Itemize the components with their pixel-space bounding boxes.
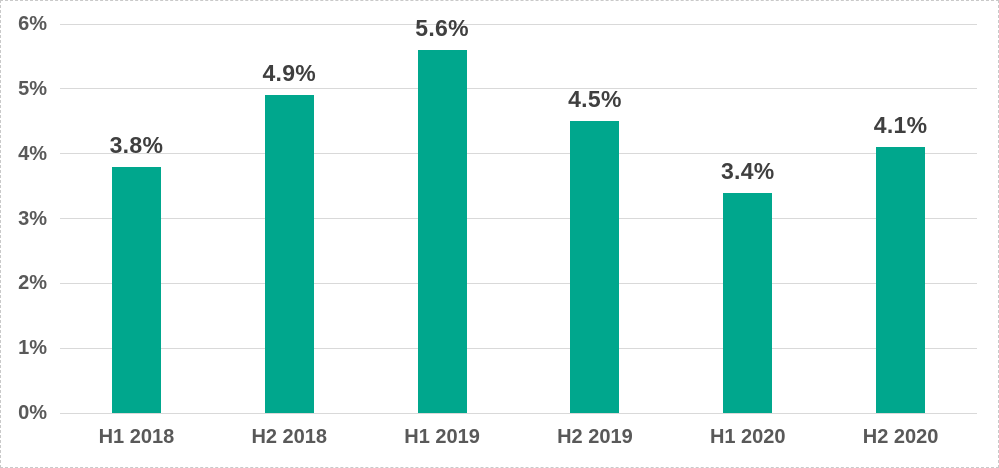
data-label: 3.8% (109, 131, 164, 158)
bar-h1-2020 (723, 192, 773, 413)
gridline (60, 218, 977, 219)
x-axis-category-label: H1 2019 (404, 426, 480, 448)
y-axis-tick-label: 4% (18, 142, 47, 165)
bar-h1-2018 (111, 166, 161, 413)
x-axis-category-label: H1 2018 (98, 426, 175, 448)
bar-h2-2018 (264, 95, 314, 413)
y-axis-tick-label: 6% (18, 13, 47, 35)
data-label: 4.9% (262, 60, 317, 87)
gridline (60, 282, 977, 284)
x-axis-category-label: H1 2020 (709, 426, 786, 448)
y-axis-tick-label: 2% (18, 272, 47, 295)
y-axis-tick-label: 0% (18, 402, 47, 424)
bar-h2-2019 (570, 121, 620, 413)
y-axis-tick-label: 1% (18, 337, 47, 360)
gridline (60, 347, 977, 349)
x-axis-line (60, 412, 977, 414)
data-label: 4.1% (873, 112, 928, 139)
gridline (60, 23, 977, 25)
bar-h1-2019 (417, 49, 467, 413)
y-axis-tick-label: 5% (18, 77, 47, 100)
y-axis-tick-label: 3% (18, 207, 47, 230)
data-label: 5.6% (415, 14, 469, 41)
gridline (60, 88, 977, 90)
x-axis-category-label: H2 2020 (862, 426, 939, 448)
gridline (60, 153, 977, 155)
x-axis-category-label: H2 2019 (557, 426, 633, 448)
x-axis-category-label: H2 2018 (251, 426, 328, 448)
bar-h2-2020 (876, 147, 926, 413)
data-label: 3.4% (720, 157, 775, 184)
data-label: 4.5% (568, 86, 622, 113)
